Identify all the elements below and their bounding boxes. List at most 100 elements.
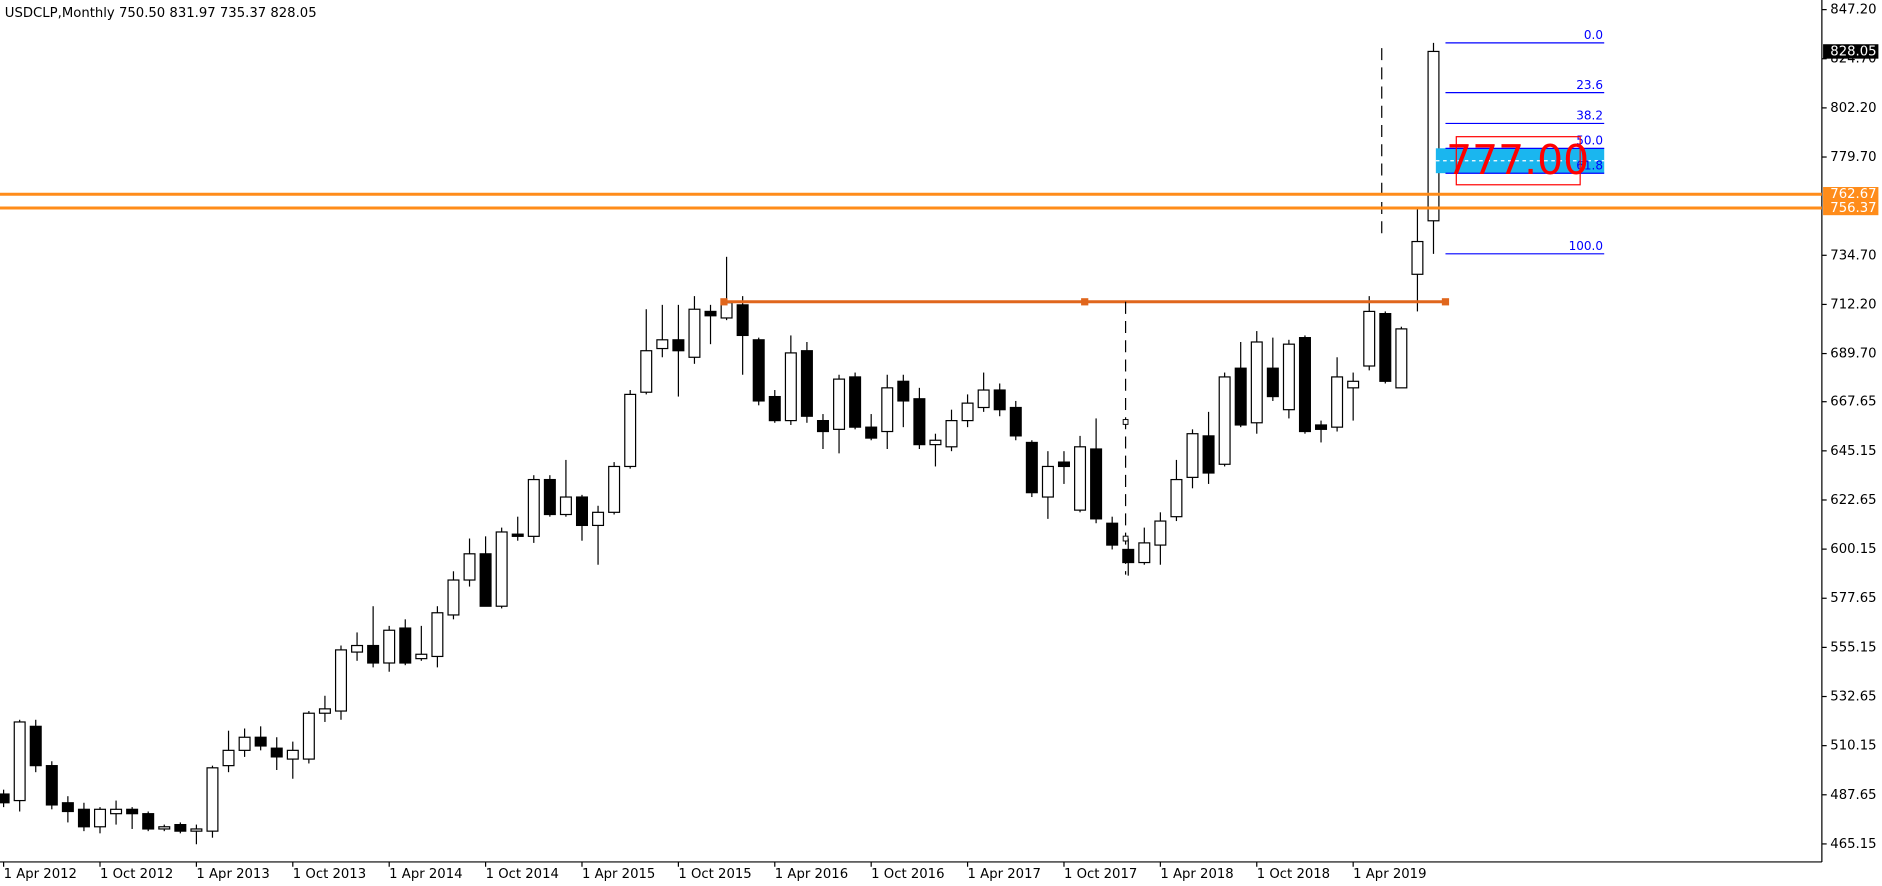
candle-body <box>897 380 910 402</box>
fib-label: 23.6 <box>1576 78 1603 92</box>
candle-body <box>142 813 155 830</box>
y-tick-label: 802.20 <box>1830 101 1876 116</box>
x-tick-label: 1 Oct 2018 <box>1257 867 1330 882</box>
candle-body <box>415 653 428 660</box>
candle-body <box>752 339 765 402</box>
candle-body <box>768 395 781 422</box>
candle-body <box>1186 433 1199 478</box>
candle-body <box>945 420 958 448</box>
candle-body <box>1347 380 1360 389</box>
y-tick-label: 532.65 <box>1830 690 1876 705</box>
y-tick-label: 465.15 <box>1830 837 1876 852</box>
candle-body <box>1363 310 1376 367</box>
candle-body <box>1218 376 1231 465</box>
candle-body <box>158 826 171 830</box>
candle-body <box>126 808 139 815</box>
annotation: 777.00 <box>1446 136 1589 184</box>
annotation-box <box>1455 136 1581 186</box>
candle-body <box>447 579 460 616</box>
candle-body <box>190 828 203 832</box>
x-tick-label: 1 Apr 2012 <box>4 867 77 882</box>
y-tick-label: 734.70 <box>1830 248 1876 263</box>
candle-body <box>1074 446 1087 511</box>
trendline-handle <box>720 298 728 306</box>
hline-label: 756.37 <box>1830 201 1876 216</box>
candle-body <box>367 644 380 664</box>
candle-body <box>929 439 942 446</box>
candle-body <box>640 350 653 393</box>
y-tick-label: 667.65 <box>1830 395 1876 410</box>
candle-body <box>849 376 862 428</box>
y-tick-label: 689.70 <box>1830 347 1876 362</box>
candle-body <box>0 793 10 804</box>
candle-body <box>1234 367 1247 426</box>
candle-body <box>351 644 364 653</box>
candle-body <box>1266 367 1279 398</box>
candle-body <box>238 736 251 751</box>
y-tick-label: 712.20 <box>1830 297 1876 312</box>
y-tick-label: 847.20 <box>1830 3 1876 18</box>
candle-body <box>1282 343 1295 411</box>
candle-body <box>736 304 749 337</box>
hline-label: 762.67 <box>1830 187 1876 202</box>
fib-label: 38.2 <box>1576 109 1603 123</box>
candle-body <box>463 553 476 581</box>
candle-body <box>913 398 926 446</box>
measure-handle <box>1122 535 1129 542</box>
candle-body <box>399 627 412 664</box>
candle-body <box>1025 441 1038 494</box>
x-tick-label: 1 Apr 2014 <box>389 867 462 882</box>
candle-body <box>527 478 540 537</box>
measure-handle <box>1122 419 1129 425</box>
candle-body <box>1170 478 1183 518</box>
candle-body <box>833 378 846 430</box>
candle-body <box>479 553 492 607</box>
fib-label: 100.0 <box>1569 239 1603 253</box>
x-tick-label: 1 Apr 2013 <box>196 867 269 882</box>
candle-body <box>1315 424 1328 430</box>
candle-body <box>543 478 556 516</box>
candle-body <box>1041 465 1054 498</box>
candle-body <box>1154 520 1167 546</box>
candle-body <box>704 310 717 317</box>
candle-body <box>1427 50 1440 222</box>
candle-body <box>559 496 572 516</box>
candle-body <box>1411 240 1424 275</box>
candle-body <box>93 808 107 828</box>
candle-body <box>624 393 637 468</box>
y-tick-label: 779.70 <box>1830 150 1876 165</box>
chart-title: USDCLP,Monthly 750.50 831.97 735.37 828.… <box>5 6 317 21</box>
candle-body <box>222 749 235 767</box>
candle-body <box>977 389 990 409</box>
candle-body <box>77 808 90 828</box>
candle-body <box>206 767 219 832</box>
x-tick-label: 1 Oct 2017 <box>1064 867 1137 882</box>
candle-body <box>1009 406 1022 437</box>
candle-body <box>1298 337 1311 433</box>
x-tick-label: 1 Apr 2018 <box>1160 867 1233 882</box>
x-tick-label: 1 Apr 2016 <box>775 867 848 882</box>
y-tick-label: 510.15 <box>1830 739 1876 754</box>
candle-body <box>1202 435 1215 474</box>
x-tick-label: 1 Apr 2017 <box>968 867 1041 882</box>
candle-body <box>29 725 42 767</box>
candle-body <box>575 496 589 527</box>
candle-body <box>881 387 894 433</box>
x-tick-label: 1 Apr 2019 <box>1353 867 1426 882</box>
candle-body <box>383 629 396 664</box>
candle-body <box>784 352 797 422</box>
y-tick-label: 622.65 <box>1830 493 1876 508</box>
candle-body <box>174 823 187 832</box>
x-tick-label: 1 Oct 2013 <box>293 867 366 882</box>
fib-label: 50.0 <box>1576 134 1603 148</box>
x-tick-label: 1 Apr 2015 <box>582 867 655 882</box>
candle-body <box>254 736 267 747</box>
candle-body <box>961 402 974 422</box>
candle-body <box>13 721 26 802</box>
candle-body <box>608 465 621 513</box>
candle-body <box>61 802 74 813</box>
candle-body <box>286 749 299 760</box>
candle-body <box>110 808 123 815</box>
